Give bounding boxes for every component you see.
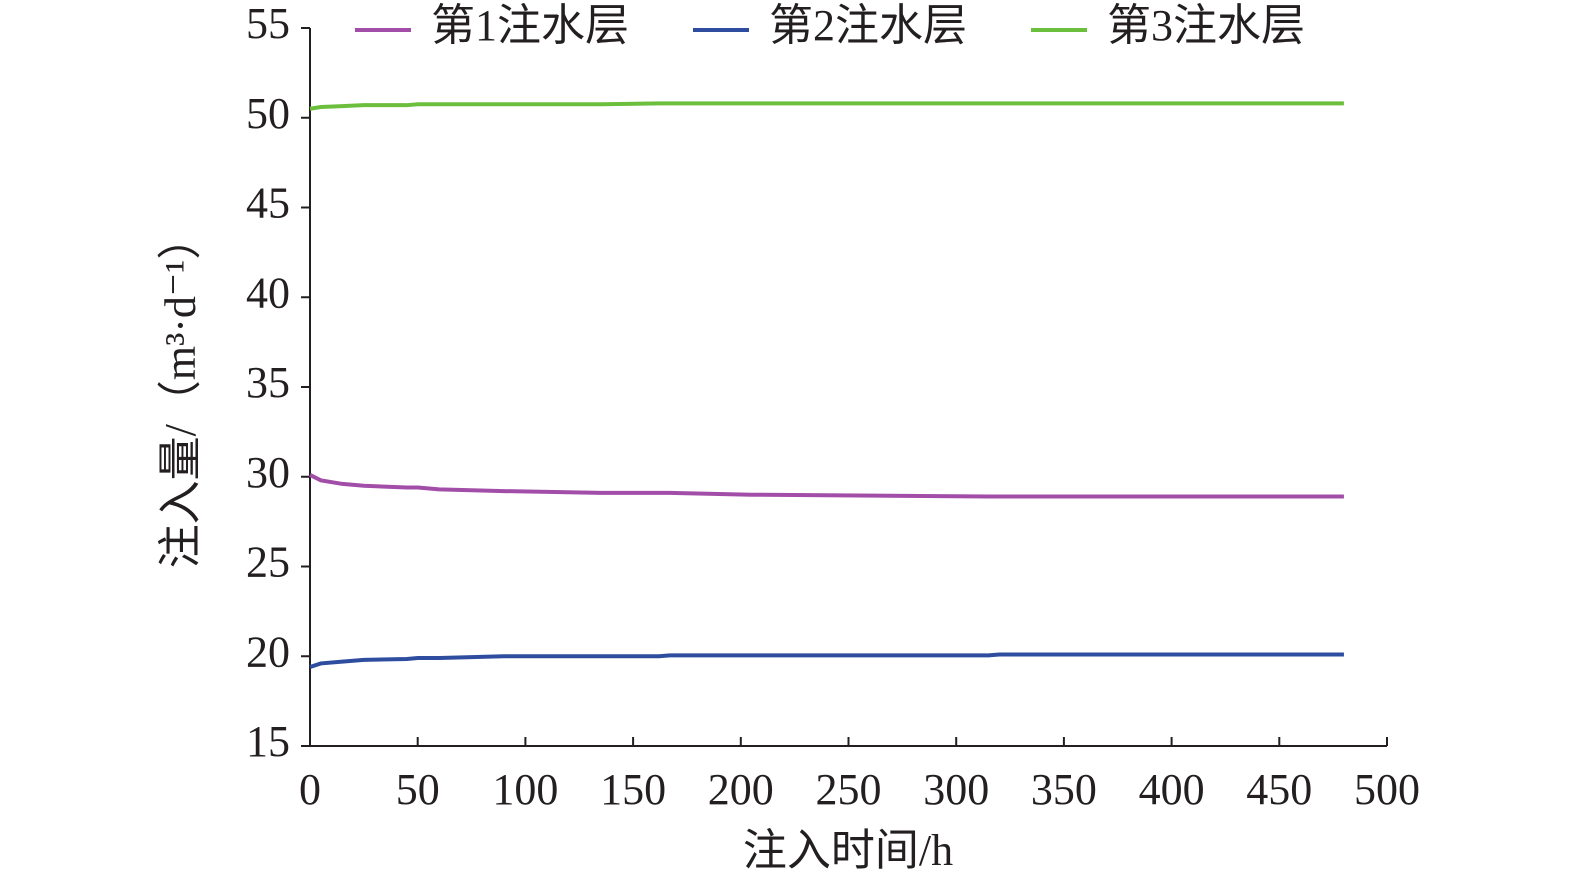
x-tick-label: 100	[492, 765, 558, 814]
y-tick-label: 45	[246, 179, 290, 228]
x-axis-label: 注入时间/h	[743, 826, 953, 875]
data-line	[309, 101, 1344, 111]
y-tick-label: 40	[246, 268, 290, 317]
legend-label: 第3注水层	[1107, 1, 1305, 50]
x-tick-label: 150	[600, 765, 666, 814]
legend-label: 第1注水层	[431, 1, 629, 50]
x-tick-label: 50	[396, 765, 440, 814]
y-tick-label: 25	[246, 538, 290, 587]
x-tick-label: 0	[299, 765, 321, 814]
x-tick-label: 350	[1031, 765, 1097, 814]
data-line	[309, 652, 1344, 669]
x-tick-label: 500	[1354, 765, 1420, 814]
x-tick-label: 300	[923, 765, 989, 814]
x-tick-label: 250	[816, 765, 882, 814]
y-tick-label: 35	[246, 358, 290, 407]
x-tick-label: 450	[1246, 765, 1312, 814]
y-tick-label: 50	[246, 89, 290, 138]
data-line	[309, 473, 1344, 499]
legend-label: 第2注水层	[769, 1, 967, 50]
y-tick-label: 55	[246, 0, 290, 48]
x-tick-label: 400	[1139, 765, 1205, 814]
y-tick-label: 30	[246, 448, 290, 497]
y-tick-label: 15	[246, 717, 290, 766]
y-axis-label: 注入量/（m³·d⁻¹）	[156, 216, 205, 569]
x-tick-label: 200	[708, 765, 774, 814]
y-tick-label: 20	[246, 627, 290, 676]
